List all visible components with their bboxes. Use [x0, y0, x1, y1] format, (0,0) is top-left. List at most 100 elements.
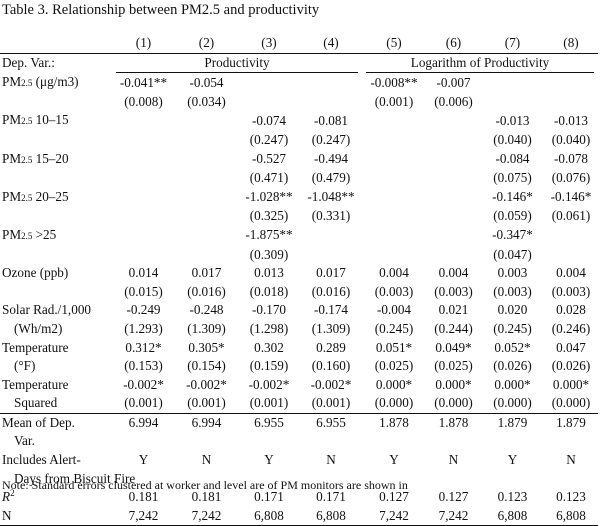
- stat-cell: 7,242: [112, 506, 175, 526]
- se-cell: (0.001): [374, 93, 414, 109]
- group-log-label: Logarithm of Productivity: [366, 54, 594, 74]
- coef-cell: [426, 111, 481, 131]
- coef-cell: -0.347*: [492, 227, 533, 243]
- se-row-pm_gt25: (0.309) (0.047): [0, 246, 598, 265]
- se-cell: [175, 246, 238, 265]
- row-label-alert-cont: Days from Biscuit Fire: [14, 470, 136, 486]
- coef-cell: -0.146*: [550, 189, 592, 205]
- se-cell: [175, 131, 238, 150]
- col-num-8: (8): [544, 34, 598, 54]
- row-label-blank: [0, 93, 112, 112]
- se-cell: (0.026): [551, 358, 591, 374]
- se-cell: [112, 169, 175, 188]
- se-cell: (0.000): [434, 395, 473, 411]
- coef-cell: [544, 226, 598, 246]
- se-cell: [544, 246, 598, 265]
- col-num-6: (6): [426, 34, 481, 54]
- stat-cell: 7,242: [175, 506, 238, 526]
- col-num-3: (3): [238, 34, 300, 54]
- row-label-pm_10_15: PM2.5 10–15: [0, 111, 112, 131]
- se-cell: [426, 131, 481, 150]
- se-cell: (0.006): [434, 93, 473, 109]
- coef-cell: 0.004: [438, 265, 469, 281]
- se-cell: (0.003): [434, 283, 473, 299]
- stat-cell: 6,808: [238, 506, 300, 526]
- label-pm: PM: [2, 112, 22, 128]
- column-number-row: (1) (2) (3) (4) (5) (6) (7) (8): [0, 34, 598, 54]
- coef-cell: 0.004: [556, 265, 586, 281]
- coef-cell: -0.007: [436, 74, 471, 90]
- coef-cell: -0.013: [553, 112, 589, 128]
- table-body: (1) (2) (3) (4) (5) (6) (7) (8) Dep. Var…: [0, 34, 598, 526]
- coef-cell: [238, 73, 300, 93]
- row-label-ozone-cont: [0, 283, 112, 302]
- coef-cell: 0.017: [191, 265, 222, 281]
- group-productivity-cell: Productivity: [112, 53, 362, 74]
- col-num-7: (7): [481, 34, 544, 54]
- coef-row-pm_20_25: PM2.5 20–25 -1.028** -1.048** -0.146* -0.146…: [0, 188, 598, 208]
- se-cell: (0.075): [493, 170, 532, 186]
- coef-row-pm_15_20: PM2.5 15–20 -0.527 -0.494 -0.084 -0.078: [0, 150, 598, 170]
- se-cell: [426, 207, 481, 226]
- se-cell: (0.047): [493, 246, 532, 262]
- label-pm-range: >25: [32, 226, 57, 242]
- coef-cell: [112, 188, 175, 208]
- coef-cell: -1.048**: [307, 189, 355, 205]
- row-label-temp: Temperature: [2, 339, 69, 355]
- se-row-temp_sq: Squared (0.001) (0.001) (0.001) (0.001) (0.00…: [0, 394, 598, 413]
- stat-row-mean-dep-cont: Var.: [0, 432, 598, 451]
- coef-cell: 0.312*: [125, 339, 162, 355]
- coef-cell: [362, 188, 426, 208]
- coef-row-ozone: Ozone (ppb) 0.014 0.017 0.013 0.017 0.004 0.00…: [0, 264, 598, 283]
- coef-cell: 0.003: [497, 265, 528, 281]
- row-label-pm_20_25: PM2.5 20–25: [0, 188, 112, 208]
- blank-cell: [481, 432, 544, 451]
- flag-cell: N: [448, 452, 459, 468]
- label-pm-range: 15–20: [32, 150, 69, 166]
- row-label-pm_15_20: PM2.5 15–20: [0, 150, 112, 170]
- se-cell: [481, 93, 544, 112]
- dep-var-label: Dep. Var.:: [2, 55, 55, 71]
- row-label-solar-cont: (Wh/m2): [14, 320, 63, 336]
- dep-var-row: Dep. Var.: Productivity Logarithm of Pro…: [0, 53, 598, 74]
- se-cell: (0.040): [493, 131, 532, 147]
- se-cell: [175, 169, 238, 188]
- label-pm-subscript: 2.5: [21, 230, 33, 241]
- se-cell: (0.001): [249, 395, 289, 411]
- coef-cell: -1.875**: [245, 227, 293, 243]
- coef-cell: -0.041**: [119, 74, 168, 90]
- label-pm: PM: [2, 226, 22, 242]
- stat-cell: 6,808: [544, 506, 598, 526]
- se-cell: (0.008): [124, 93, 163, 109]
- se-cell: (1.309): [187, 320, 226, 336]
- se-row-temp: (°F) (0.153) (0.154) (0.159) (0.160) (0.025) (…: [0, 357, 598, 376]
- se-row-solar: (Wh/m2) (1.293) (1.309) (1.298) (1.309) (0.24…: [0, 320, 598, 339]
- se-cell: (0.003): [551, 283, 591, 299]
- coef-cell: -0.170: [251, 302, 287, 318]
- coef-cell: [112, 111, 175, 131]
- se-row-pm_20_25: (0.325) (0.331) (0.059) (0.061): [0, 207, 598, 226]
- se-cell: (0.000): [374, 395, 414, 411]
- label-pm-subscript: 2.5: [21, 116, 33, 127]
- coef-cell: [362, 226, 426, 246]
- se-cell: (0.016): [187, 283, 226, 299]
- coef-cell: [112, 226, 175, 246]
- col-num-4: (4): [300, 34, 362, 54]
- regression-table: (1) (2) (3) (4) (5) (6) (7) (8) Dep. Var…: [0, 34, 598, 526]
- se-cell: (0.245): [493, 320, 532, 336]
- se-cell: (0.003): [374, 283, 414, 299]
- blank-cell: [112, 432, 175, 451]
- se-row-pm_15_20: (0.471) (0.479) (0.075) (0.076): [0, 169, 598, 188]
- se-cell: (0.001): [187, 395, 226, 411]
- se-cell: (0.001): [311, 395, 351, 411]
- coef-cell: [481, 73, 544, 93]
- row-label-ozone: Ozone (ppb): [2, 265, 69, 281]
- stat-cell: 6.955: [238, 412, 300, 433]
- stat-row-n: N 7,242 7,242 6,808 6,808 7,242 7,242 6,808 6,80…: [0, 506, 598, 526]
- coef-cell: [175, 226, 238, 246]
- se-cell: (0.153): [124, 358, 163, 374]
- coef-cell: 0.051*: [375, 339, 413, 355]
- coef-cell: 0.000*: [494, 376, 531, 392]
- coef-cell: 0.000*: [435, 376, 472, 392]
- coef-cell: -0.002*: [248, 376, 290, 392]
